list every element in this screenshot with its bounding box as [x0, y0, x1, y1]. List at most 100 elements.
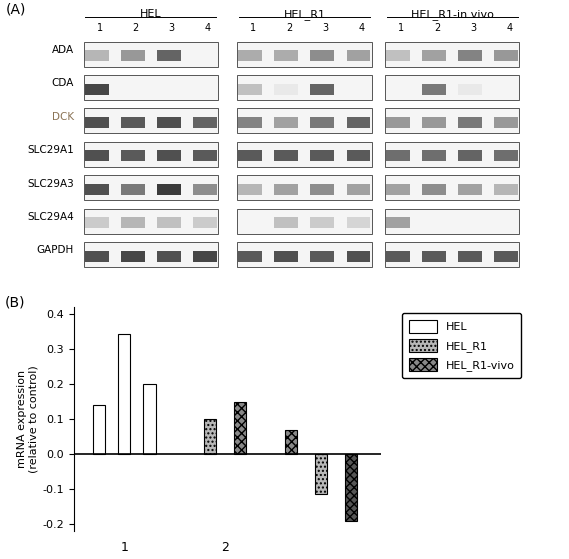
Bar: [385, 108, 519, 134]
Text: 2: 2: [286, 23, 292, 33]
Bar: [385, 176, 519, 200]
Bar: [238, 84, 262, 94]
Text: 3: 3: [470, 23, 476, 33]
Text: (A): (A): [6, 3, 26, 17]
Bar: [237, 142, 372, 167]
Bar: [311, 184, 335, 195]
Bar: [459, 117, 483, 128]
Bar: [311, 251, 335, 262]
Bar: [274, 217, 298, 228]
Bar: [347, 150, 370, 162]
Bar: [84, 41, 218, 67]
Text: DCK: DCK: [52, 112, 74, 122]
Bar: [85, 84, 109, 94]
Text: GAPDH: GAPDH: [37, 245, 74, 255]
Bar: [284, 430, 296, 454]
Bar: [85, 217, 109, 228]
Text: HEL_R1: HEL_R1: [283, 9, 325, 20]
Bar: [238, 150, 262, 162]
Text: 1: 1: [97, 23, 102, 33]
Bar: [274, 150, 298, 162]
Bar: [237, 209, 372, 234]
Bar: [494, 184, 518, 195]
Bar: [157, 117, 181, 128]
Bar: [121, 117, 145, 128]
Bar: [237, 176, 372, 200]
Bar: [494, 50, 518, 61]
Bar: [121, 50, 145, 61]
Bar: [422, 251, 446, 262]
Bar: [193, 117, 217, 128]
Bar: [422, 184, 446, 195]
Legend: HEL, HEL_R1, HEL_R1-vivo: HEL, HEL_R1, HEL_R1-vivo: [402, 313, 521, 378]
Bar: [237, 242, 372, 267]
Bar: [459, 251, 483, 262]
Bar: [121, 217, 145, 228]
Text: 2: 2: [133, 23, 139, 33]
Bar: [204, 419, 216, 454]
Bar: [386, 251, 410, 262]
Bar: [143, 385, 155, 454]
Bar: [274, 117, 298, 128]
Bar: [274, 184, 298, 195]
Bar: [274, 84, 298, 94]
Bar: [84, 242, 218, 267]
Bar: [385, 41, 519, 67]
Bar: [459, 50, 483, 61]
Bar: [193, 184, 217, 195]
Bar: [238, 117, 262, 128]
Bar: [386, 217, 410, 228]
Bar: [347, 184, 370, 195]
Bar: [84, 142, 218, 167]
Bar: [311, 84, 335, 94]
Text: SLC29A1: SLC29A1: [27, 145, 74, 155]
Bar: [311, 217, 335, 228]
Bar: [459, 184, 483, 195]
Bar: [93, 405, 105, 454]
Bar: [274, 50, 298, 61]
Bar: [193, 251, 217, 262]
Bar: [85, 251, 109, 262]
Bar: [385, 142, 519, 167]
Bar: [121, 184, 145, 195]
Bar: [238, 50, 262, 61]
Bar: [237, 41, 372, 67]
Bar: [238, 184, 262, 195]
Bar: [347, 117, 370, 128]
Bar: [386, 184, 410, 195]
Bar: [193, 150, 217, 162]
Bar: [157, 50, 181, 61]
Bar: [422, 50, 446, 61]
Text: 1: 1: [398, 23, 404, 33]
Bar: [157, 217, 181, 228]
Text: CDA: CDA: [52, 78, 74, 88]
Bar: [85, 50, 109, 61]
Bar: [121, 251, 145, 262]
Bar: [459, 84, 483, 94]
Bar: [237, 108, 372, 134]
Text: HEL: HEL: [140, 9, 162, 18]
Text: 4: 4: [358, 23, 364, 33]
Bar: [237, 75, 372, 100]
Bar: [85, 184, 109, 195]
Bar: [494, 150, 518, 162]
Text: ADA: ADA: [52, 45, 74, 55]
Text: SLC29A3: SLC29A3: [27, 178, 74, 188]
Text: SLC29A4: SLC29A4: [27, 212, 74, 222]
Bar: [422, 84, 446, 94]
Bar: [157, 184, 181, 195]
Bar: [84, 209, 218, 234]
Text: (B): (B): [5, 295, 25, 309]
Bar: [347, 217, 370, 228]
Bar: [121, 150, 145, 162]
Text: 1: 1: [250, 23, 256, 33]
Bar: [459, 150, 483, 162]
Bar: [238, 251, 262, 262]
Bar: [385, 242, 519, 267]
Bar: [311, 117, 335, 128]
Bar: [386, 117, 410, 128]
Bar: [311, 50, 335, 61]
Bar: [385, 75, 519, 100]
Bar: [84, 108, 218, 134]
Bar: [193, 217, 217, 228]
